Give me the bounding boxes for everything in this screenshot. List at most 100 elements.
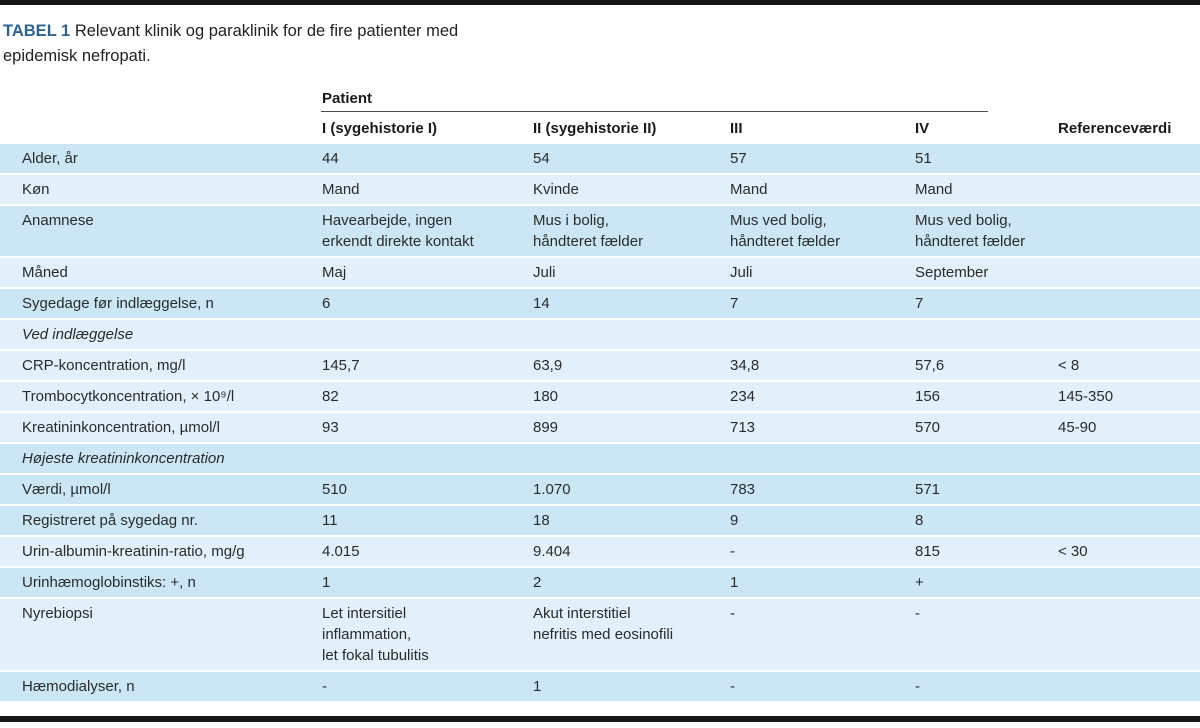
cell: 145-350 (1058, 388, 1114, 405)
cell: 570 (915, 419, 941, 436)
table-title: TABEL 1 Relevant klinik og paraklinik fo… (3, 19, 863, 69)
table-row: Anamnese Havearbejde, ingen erkendt dire… (0, 206, 1200, 256)
cell: 234 (730, 388, 756, 405)
cell (322, 324, 533, 345)
patient-group-header: Patient (322, 90, 373, 107)
cell: 4.015 (322, 543, 360, 560)
cell: 63,9 (533, 357, 563, 374)
cell: 57 (730, 150, 747, 167)
cell (533, 324, 730, 345)
cell (1058, 676, 1200, 697)
cell: Juli (533, 264, 556, 281)
cell: Juli (730, 264, 753, 281)
patient-group-underline (321, 111, 988, 112)
cell: < 30 (1058, 543, 1088, 560)
table-row: Hæmodialyser, n - 1 - - (0, 672, 1200, 701)
cell: Maj (322, 264, 347, 281)
cell: 11 (322, 512, 338, 529)
table-row: Trombocytkoncentration, × 10⁹/l 82 180 2… (0, 382, 1200, 411)
cell: 815 (915, 543, 941, 560)
cell: Mus i bolig, håndteret fælder (533, 212, 644, 250)
cell: - (915, 605, 920, 622)
cell: - (730, 543, 735, 560)
col-header-patient-1: I (sygehistorie I) (322, 120, 438, 137)
cell: 57,6 (915, 357, 945, 374)
cell (1058, 262, 1200, 283)
cell (1058, 479, 1200, 500)
row-label: Køn (22, 181, 50, 198)
cell (1058, 510, 1200, 531)
table-number-label: TABEL 1 (3, 22, 71, 40)
table-row: Sygedage før indlæggelse, n 6 14 7 7 (0, 289, 1200, 318)
cell: - (730, 605, 735, 622)
cell: Mus ved bolig, håndteret fælder (730, 212, 841, 250)
table-row: Køn Mand Kvinde Mand Mand (0, 175, 1200, 204)
col-header-patient-2: II (sygehistorie II) (533, 120, 657, 137)
cell: 1 (533, 678, 542, 695)
row-label: Værdi, µmol/l (22, 481, 111, 498)
cell: Havearbejde, ingen erkendt direkte konta… (322, 212, 474, 250)
row-label: CRP-koncentration, mg/l (22, 357, 186, 374)
cell: 156 (915, 388, 941, 405)
cell (1058, 179, 1200, 200)
row-label: Nyrebiopsi (22, 605, 93, 622)
cell: 899 (533, 419, 559, 436)
cell: Let intersitiel inflammation, let fokal … (322, 605, 429, 664)
cell (1058, 448, 1200, 469)
cell (1058, 210, 1200, 252)
cell: 510 (322, 481, 348, 498)
cell (730, 448, 915, 469)
cell (1058, 324, 1200, 345)
cell: 2 (533, 574, 542, 591)
cell: 1.070 (533, 481, 571, 498)
row-label: Trombocytkoncentration, × 10⁹/l (22, 388, 235, 405)
table-row: Urinhæmoglobinstiks: +, n 1 2 1 + (0, 568, 1200, 597)
cell: September (915, 264, 989, 281)
cell: 145,7 (322, 357, 360, 374)
col-header-patient-4: IV (915, 120, 930, 137)
cell (1058, 293, 1200, 314)
cell: 7 (730, 295, 739, 312)
cell: 7 (915, 295, 924, 312)
table-row: CRP-koncentration, mg/l 145,7 63,9 34,8 … (0, 351, 1200, 380)
cell: 54 (533, 150, 550, 167)
table-row: Højeste kreatininkoncentration (0, 444, 1200, 473)
cell (1058, 148, 1200, 169)
row-label: Alder, år (22, 150, 78, 167)
cell (1058, 572, 1200, 593)
cell: Akut interstitiel nefritis med eosinofil… (533, 605, 674, 643)
cell: Mand (730, 181, 768, 198)
cell: 6 (322, 295, 331, 312)
cell: Mand (915, 181, 953, 198)
cell: 1 (730, 574, 739, 591)
row-label: Registreret på sygedag nr. (22, 512, 198, 529)
cell: 9 (730, 512, 739, 529)
row-label: Ved indlæggelse (22, 326, 134, 343)
cell: 783 (730, 481, 756, 498)
table-row: Urin-albumin-kreatinin-ratio, mg/g 4.015… (0, 537, 1200, 566)
row-label: Urin-albumin-kreatinin-ratio, mg/g (22, 543, 245, 560)
table-row: Registreret på sygedag nr. 11 18 9 8 (0, 506, 1200, 535)
row-label: Hæmodialyser, n (22, 678, 135, 695)
row-label: Kreatininkoncentration, µmol/l (22, 419, 220, 436)
col-header-reference: Referenceværdi (1058, 120, 1172, 137)
cell: - (730, 678, 735, 695)
cell: 180 (533, 388, 559, 405)
cell: - (322, 678, 327, 695)
cell (1058, 603, 1200, 666)
bottom-rule (0, 716, 1200, 722)
cell: Mand (322, 181, 360, 198)
cell: 82 (322, 388, 339, 405)
table-row: Nyrebiopsi Let intersitiel inflammation,… (0, 599, 1200, 670)
cell: 9.404 (533, 543, 571, 560)
cell: < 8 (1058, 357, 1080, 374)
cell: 45-90 (1058, 419, 1097, 436)
cell: Mus ved bolig, håndteret fælder (915, 212, 1026, 250)
table-row: Måned Maj Juli Juli September (0, 258, 1200, 287)
cell (730, 324, 915, 345)
row-label: Højeste kreatininkoncentration (22, 450, 225, 467)
table-row: Værdi, µmol/l 510 1.070 783 571 (0, 475, 1200, 504)
cell: 34,8 (730, 357, 760, 374)
cell: Kvinde (533, 181, 579, 198)
cell (915, 324, 1058, 345)
